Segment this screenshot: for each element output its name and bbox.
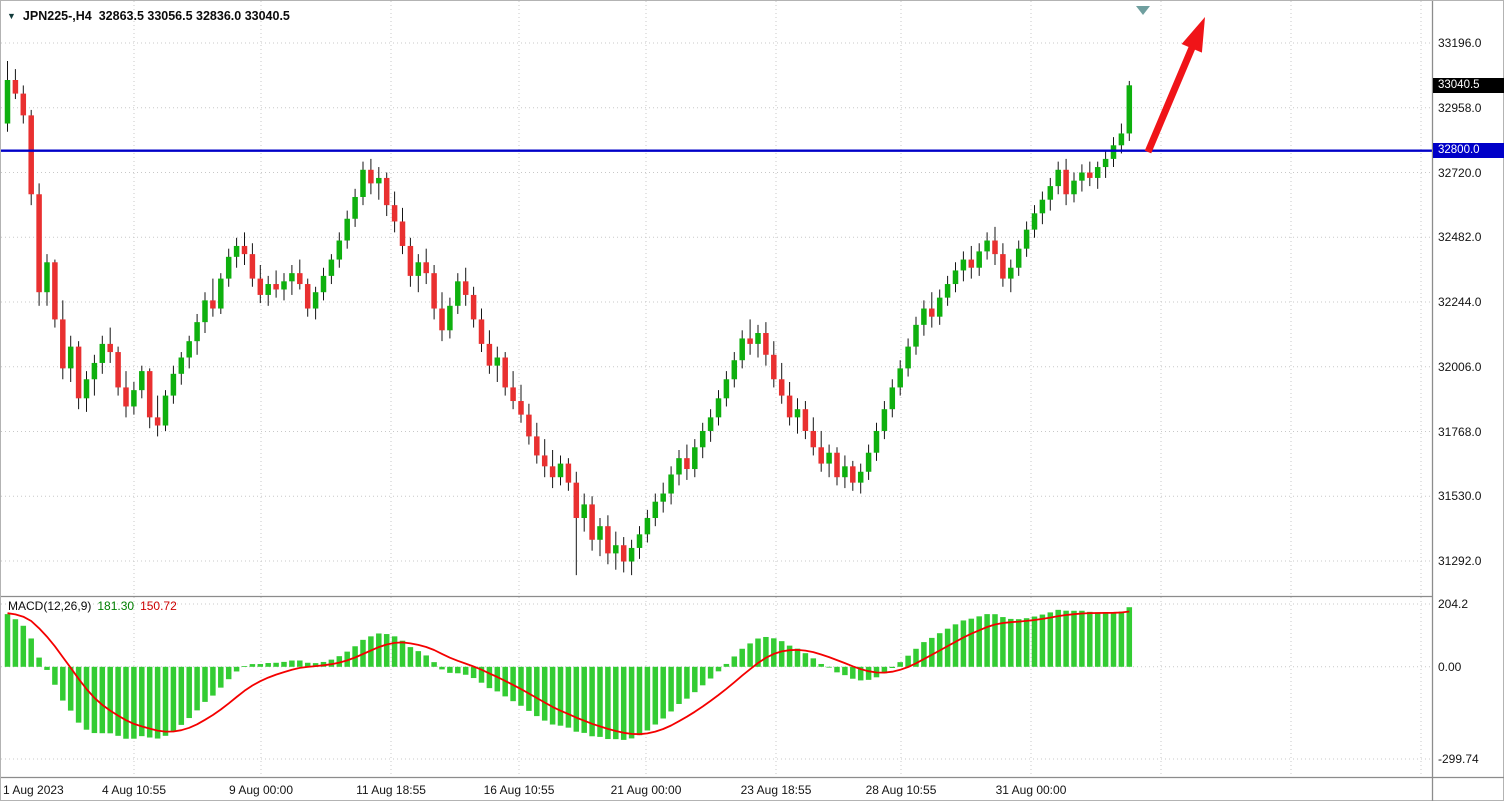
price-axis-label: 31768.0 [1438, 424, 1482, 439]
time-axis-label: 28 Aug 10:55 [865, 783, 937, 797]
time-axis-label: 1 Aug 2023 [3, 783, 64, 797]
macd-axis-label: -299.74 [1438, 752, 1479, 766]
time-axis-label: 9 Aug 00:00 [228, 783, 294, 797]
macd-indicator-header: MACD(12,26,9) 181.30 150.72 [8, 599, 177, 613]
price-axis-label: 32006.0 [1438, 359, 1482, 374]
price-axis-label: 32958.0 [1438, 100, 1482, 115]
time-axis-label: 4 Aug 10:55 [101, 783, 167, 797]
price-axis-label: 31292.0 [1438, 554, 1482, 568]
collapse-triangle-icon[interactable]: ▼ [7, 10, 16, 21]
price-axis-label: 31530.0 [1438, 489, 1482, 504]
macd-signal-value: 150.72 [140, 599, 177, 613]
time-axis-label: 23 Aug 18:55 [740, 783, 812, 797]
price-axis-label: 32244.0 [1438, 295, 1482, 309]
macd-current-value: 181.30 [97, 599, 135, 613]
ohlc-values: 32863.5 33056.5 32836.0 33040.5 [98, 9, 290, 23]
chart-shift-marker-icon[interactable] [1136, 6, 1150, 15]
time-axis[interactable] [1, 778, 1432, 801]
macd-axis-label: 0.00 [1438, 659, 1462, 674]
time-axis-label: 21 Aug 00:00 [610, 783, 682, 797]
support-level-badge[interactable]: 32800.0 [1433, 143, 1504, 159]
macd-axis-label: 204.2 [1438, 597, 1469, 611]
candlesticks[interactable] [4, 60, 1133, 576]
price-axis-label: 32720.0 [1438, 165, 1482, 180]
grid-lines [1, 1, 1432, 778]
price-axis-label: 32482.0 [1438, 230, 1482, 245]
macd-label: MACD(12,26,9) [8, 599, 92, 613]
current-price-badge: 33040.5 [1433, 77, 1504, 93]
time-axis-label: 31 Aug 00:00 [995, 783, 1067, 797]
macd-histogram [4, 607, 1133, 740]
trend-arrow[interactable] [1144, 17, 1205, 154]
price-axis-label: 33196.0 [1438, 36, 1482, 50]
symbol-timeframe-label: JPN225-,H4 [22, 9, 92, 23]
time-axis-label: 16 Aug 10:55 [483, 783, 555, 797]
chart-header: ▼ JPN225-,H4 32863.5 33056.5 32836.0 330… [7, 9, 290, 23]
time-axis-label: 11 Aug 18:55 [356, 783, 426, 797]
macd-signal-line [7, 610, 1130, 736]
